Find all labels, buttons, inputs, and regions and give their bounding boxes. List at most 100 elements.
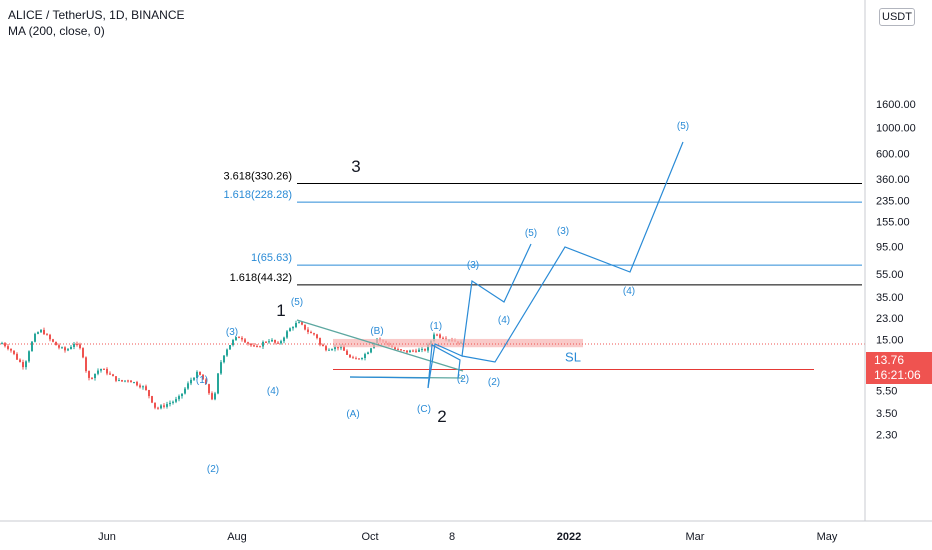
sub-wave-label: (B) xyxy=(370,326,383,337)
candle-body xyxy=(1,343,3,345)
sub-wave-label: (1) xyxy=(196,375,208,386)
candle-body xyxy=(442,337,444,339)
fib-level-label: 3.618(330.26) xyxy=(224,170,293,182)
candle-body xyxy=(397,349,399,351)
candle-body xyxy=(301,322,303,325)
candle-body xyxy=(76,343,78,345)
candle-body xyxy=(427,344,429,351)
sub-wave-label: (3) xyxy=(467,260,479,271)
candle-body xyxy=(166,404,168,407)
triangle-upper xyxy=(296,319,464,372)
candle-body xyxy=(295,322,297,328)
candle-body xyxy=(46,334,48,336)
candle-body xyxy=(394,347,396,350)
candle-body xyxy=(319,338,321,345)
sub-wave-label: (5) xyxy=(677,121,689,132)
candle-body xyxy=(214,393,216,400)
candle-body xyxy=(331,349,333,351)
candle-body xyxy=(145,386,147,391)
candle-body xyxy=(232,339,234,346)
x-tick-label: May xyxy=(817,531,838,543)
wave-projection-path xyxy=(427,344,461,389)
candle-body xyxy=(148,390,150,397)
candle-body xyxy=(244,339,246,343)
candle-body xyxy=(253,345,255,347)
candle-body xyxy=(184,388,186,394)
candle-body xyxy=(127,380,129,382)
candle-body xyxy=(16,353,18,360)
indicator-title[interactable]: MA (200, close, 0) xyxy=(8,24,105,38)
sub-wave-label: (4) xyxy=(267,386,279,397)
fib-level-label: 1.618(44.32) xyxy=(230,272,292,284)
y-tick-label: 55.00 xyxy=(876,269,904,281)
candle-body xyxy=(241,337,243,340)
candle-body xyxy=(157,407,159,409)
sub-wave-label: (5) xyxy=(291,297,303,308)
candle-body xyxy=(361,357,363,359)
candle-body xyxy=(226,349,228,356)
candle-body xyxy=(130,380,132,383)
candle-body xyxy=(55,341,57,346)
wave-projection-path xyxy=(461,141,684,363)
candle-body xyxy=(175,399,177,402)
candle-body xyxy=(4,343,6,347)
candle-body xyxy=(136,382,138,386)
candle-body xyxy=(106,368,108,374)
candle-body xyxy=(250,343,252,346)
candle-body xyxy=(82,348,84,358)
y-tick-label: 95.00 xyxy=(876,241,904,253)
chart-legend: ALICE / TetherUS, 1D, BINANCE MA (200, c… xyxy=(8,7,185,39)
sub-wave-label: (2) xyxy=(207,464,219,475)
candle-body xyxy=(64,347,66,351)
candle-body xyxy=(235,337,237,340)
candle-body xyxy=(88,371,90,378)
candle-body xyxy=(247,342,249,344)
candle-body xyxy=(70,346,72,350)
candle-body xyxy=(202,374,204,380)
y-axis-ticks: 2.303.505.509.0015.0023.0035.0055.0095.0… xyxy=(876,99,916,442)
candle-body xyxy=(160,405,162,409)
candle-body xyxy=(292,327,294,329)
candle-body xyxy=(412,350,414,352)
candle-body xyxy=(205,379,207,385)
candle-body xyxy=(154,402,156,408)
candle-body xyxy=(328,349,330,351)
candle-body xyxy=(172,401,174,403)
candle-body xyxy=(169,402,171,405)
sub-wave-label: (2) xyxy=(457,374,469,385)
candle-body xyxy=(367,352,369,355)
supply-zone xyxy=(333,338,583,348)
candle-body xyxy=(124,380,126,382)
candle-body xyxy=(28,351,30,362)
x-tick-label: 8 xyxy=(449,531,455,543)
candle-body xyxy=(274,339,276,343)
candle-body xyxy=(436,334,438,336)
candle-body xyxy=(325,346,327,351)
candle-body xyxy=(217,373,219,394)
y-tick-label: 2.30 xyxy=(876,429,897,441)
currency-selector[interactable]: USDT xyxy=(879,8,915,26)
candle-body xyxy=(229,345,231,350)
candle-body xyxy=(115,376,117,381)
candle-body xyxy=(22,362,24,368)
sub-wave-label: (3) xyxy=(226,327,238,338)
symbol-title[interactable]: ALICE / TetherUS, 1D, BINANCE xyxy=(8,8,185,22)
candle-body xyxy=(163,405,165,407)
candle-body xyxy=(73,343,75,347)
candle-body xyxy=(31,341,33,352)
candle-body xyxy=(13,350,15,354)
candle-body xyxy=(25,361,27,368)
x-tick-label: Mar xyxy=(686,531,705,543)
candle-body xyxy=(370,348,372,353)
candle-body xyxy=(433,334,435,341)
y-tick-label: 1000.00 xyxy=(876,123,916,135)
candle-body xyxy=(259,346,261,348)
candle-body xyxy=(409,350,411,353)
last-price-value: 13.76 xyxy=(874,353,905,367)
wave-projection-path xyxy=(349,376,429,379)
candle-body xyxy=(268,341,270,343)
candle-body xyxy=(313,333,315,335)
fib-level-label: 1.618(228.28) xyxy=(224,189,293,201)
candle-body xyxy=(181,393,183,397)
